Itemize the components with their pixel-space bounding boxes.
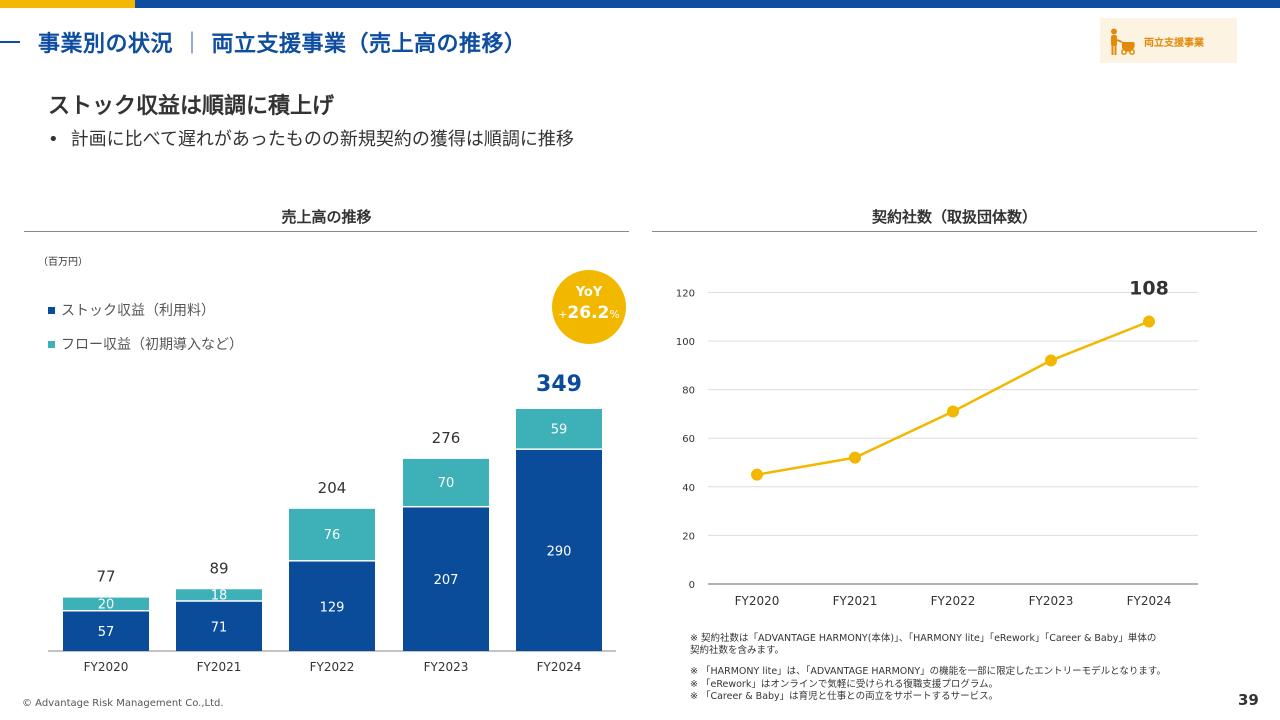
y-tick-100: 100	[676, 337, 695, 348]
bar-stock-FY2020	[63, 611, 149, 651]
bar-total-FY2023: 276	[432, 429, 461, 447]
section-title: 事業別の状況	[38, 32, 174, 57]
y-tick-40: 40	[682, 483, 695, 494]
headline: ストック収益は順調に積上げ	[48, 94, 335, 119]
bullet-point: • 計画に比べて遅れがあったものの新規契約の獲得は順調に推移	[48, 125, 574, 151]
line-point-FY2020	[751, 468, 763, 481]
note-4: ※ 「Career & Baby」は育児と仕事との両立をサポートするサービス。	[690, 691, 999, 702]
bar-total-FY2022: 204	[318, 479, 347, 497]
category-badge: 両立支援事業	[1100, 18, 1237, 63]
page-number: 39	[1238, 691, 1259, 709]
slide-title: 両立支援事業（売上高の推移）	[211, 32, 527, 57]
y-tick-0: 0	[689, 580, 695, 591]
bar-stock-label-FY2020: 57	[98, 625, 115, 640]
bar-stock-FY2022	[289, 561, 375, 651]
y-tick-120: 120	[676, 288, 695, 299]
legend-stock-swatch	[48, 306, 55, 314]
bar-total-FY2020: 77	[96, 568, 115, 586]
y-tick-60: 60	[682, 434, 695, 445]
top-bar-accent	[0, 0, 135, 8]
bar-flow-FY2023	[403, 458, 489, 506]
contract-count-line	[756, 320, 1150, 476]
bar-xtick-FY2021: FY2021	[197, 660, 242, 674]
line-point-FY2021	[849, 451, 861, 464]
bar-chart-unit: （百万円）	[38, 257, 88, 268]
bullet-dot: •	[48, 129, 59, 150]
yoy-label: YoY	[575, 285, 603, 300]
title-separator: ｜	[181, 32, 204, 57]
y-tick-80: 80	[682, 386, 695, 397]
yoy-value: +26.2%	[558, 303, 620, 323]
line-point-FY2024	[1143, 315, 1155, 328]
line-chart-rule	[652, 231, 1257, 232]
bar-stock-FY2021	[176, 601, 262, 651]
legend-flow-swatch	[48, 340, 55, 348]
line-chart-title: 契約社数（取扱団体数）	[871, 208, 1037, 226]
line-xtick-FY2021: FY2021	[833, 594, 878, 608]
line-xtick-FY2023: FY2023	[1029, 594, 1074, 608]
bar-total-FY2024: 349	[536, 372, 582, 397]
bullet-text: 計画に比べて遅れがあったものの新規契約の獲得は順調に推移	[70, 129, 574, 150]
bar-chart-rule	[24, 231, 629, 232]
note-1: ※ 契約社数は「ADVANTAGE HARMONY(本体)」、「HARMONY …	[690, 633, 1157, 644]
bar-xtick-FY2024: FY2024	[537, 660, 582, 674]
bar-flow-FY2021	[176, 589, 262, 601]
y-tick-20: 20	[682, 531, 695, 542]
legend-stock: ストック収益（利用料）	[48, 300, 215, 320]
line-point-FY2023	[1045, 354, 1057, 367]
bar-xtick-FY2023: FY2023	[424, 660, 469, 674]
top-bar	[0, 0, 1280, 8]
line-xtick-FY2022: FY2022	[931, 594, 976, 608]
bar-flow-FY2024	[516, 409, 602, 449]
yoy-badge: YoY +26.2%	[552, 270, 626, 344]
legend-flow-label: フロー収益（初期導入など）	[61, 337, 243, 353]
parent-with-stroller-icon	[1108, 28, 1138, 60]
bar-flow-FY2020	[63, 597, 149, 610]
legend-stock-label: ストック収益（利用料）	[61, 303, 215, 319]
bar-flow-label-FY2021: 18	[211, 589, 228, 604]
bar-stock-FY2024	[516, 449, 602, 651]
page-title: 事業別の状況 ｜ 両立支援事業（売上高の推移）	[38, 26, 527, 58]
line-xtick-FY2020: FY2020	[735, 594, 780, 608]
bar-stock-label-FY2023: 207	[434, 573, 459, 588]
bar-chart-title: 売上高の推移	[281, 208, 372, 226]
title-dash	[0, 41, 20, 43]
bar-xtick-FY2022: FY2022	[310, 660, 355, 674]
bar-total-FY2021: 89	[209, 559, 228, 577]
bar-flow-label-FY2020: 20	[98, 598, 115, 613]
bar-flow-label-FY2023: 70	[438, 476, 455, 491]
copyright: © Advantage Risk Management Co.,Ltd.	[22, 698, 224, 709]
bar-stock-label-FY2024: 290	[547, 544, 572, 559]
bar-xtick-FY2020: FY2020	[84, 660, 129, 674]
bar-flow-label-FY2022: 76	[324, 528, 341, 543]
line-highlight-label: 108	[1129, 278, 1169, 300]
bar-stock-FY2023	[403, 507, 489, 651]
bar-flow-FY2022	[289, 508, 375, 561]
bar-stock-label-FY2022: 129	[320, 600, 345, 615]
note-2: ※ 「HARMONY lite」は、「ADVANTAGE HARMONY」の機能…	[690, 666, 1166, 677]
bar-flow-label-FY2024: 59	[551, 422, 568, 437]
line-xtick-FY2024: FY2024	[1127, 594, 1172, 608]
note-1-cont: 契約社数を含みます。	[690, 645, 785, 656]
line-point-FY2022	[947, 405, 959, 418]
bar-stock-label-FY2021: 71	[211, 620, 228, 635]
legend-flow: フロー収益（初期導入など）	[48, 334, 243, 354]
note-3: ※ 「eRework」はオンラインで気軽に受けられる復職支援プログラム。	[690, 679, 999, 690]
category-label: 両立支援事業	[1144, 38, 1204, 49]
